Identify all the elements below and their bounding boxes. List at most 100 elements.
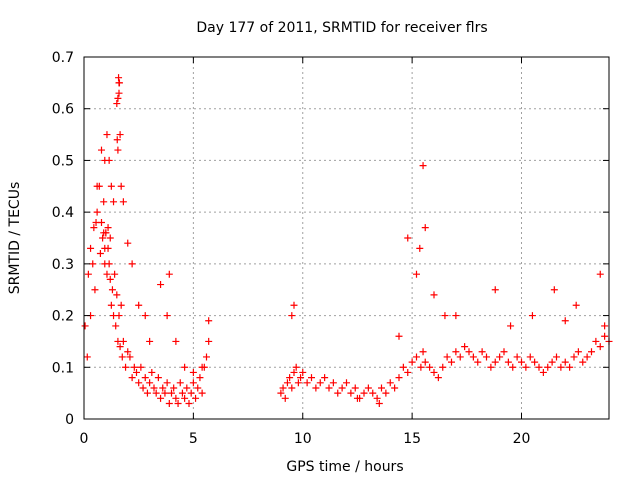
data-point <box>141 374 149 382</box>
plot-frame <box>83 56 610 420</box>
data-point <box>146 379 154 387</box>
data-point <box>96 250 104 258</box>
data-point <box>83 353 91 361</box>
data-point <box>561 317 569 325</box>
data-point <box>588 348 595 356</box>
y-tick-label: 0.7 <box>52 50 74 66</box>
data-point <box>434 374 442 382</box>
data-point <box>375 399 383 407</box>
data-point <box>163 312 171 320</box>
data-point <box>114 94 122 102</box>
data-point <box>89 260 97 268</box>
data-point <box>100 198 108 206</box>
data-point <box>198 389 206 397</box>
data-point <box>378 384 385 392</box>
data-point <box>430 291 438 299</box>
data-point <box>312 384 320 392</box>
data-point <box>297 374 305 382</box>
data-point <box>198 363 206 371</box>
data-point <box>419 348 427 356</box>
data-point <box>441 312 449 320</box>
data-point <box>448 358 455 366</box>
data-point <box>103 131 111 139</box>
data-point <box>308 374 315 382</box>
data-point <box>553 353 560 361</box>
data-point <box>592 337 600 345</box>
data-point <box>119 198 127 206</box>
data-point <box>165 399 173 407</box>
data-point <box>98 218 105 226</box>
data-point <box>491 286 499 294</box>
data-point <box>373 394 381 402</box>
y-tick-label: 0.6 <box>52 102 74 118</box>
data-point <box>187 389 195 397</box>
data-point <box>110 198 118 206</box>
data-point <box>113 136 121 144</box>
data-point <box>91 286 99 294</box>
data-point <box>181 394 189 402</box>
data-point <box>106 275 114 283</box>
data-point <box>343 379 350 387</box>
data-point <box>113 100 121 108</box>
data-point <box>181 363 189 371</box>
data-point <box>487 363 495 371</box>
data-point <box>281 394 289 402</box>
data-point <box>557 363 565 371</box>
data-point <box>103 270 111 278</box>
data-point <box>491 358 499 366</box>
data-point <box>474 358 482 366</box>
data-point <box>174 399 182 407</box>
data-point <box>172 337 180 345</box>
data-point <box>416 244 424 252</box>
data-point <box>115 312 123 320</box>
data-point <box>391 384 399 392</box>
data-point <box>93 182 101 190</box>
data-point <box>277 389 285 397</box>
data-point <box>113 291 121 299</box>
data-point <box>122 363 130 371</box>
data-point <box>139 384 147 392</box>
grid-lines <box>84 57 609 419</box>
data-point <box>325 384 333 392</box>
data-point <box>114 146 122 154</box>
data-point <box>566 363 574 371</box>
data-point <box>531 358 539 366</box>
data-point <box>386 379 394 387</box>
data-point <box>596 343 604 351</box>
data-point <box>369 389 377 397</box>
data-point <box>360 389 368 397</box>
data-point <box>135 379 143 387</box>
data-point <box>126 353 134 361</box>
data-point <box>338 384 346 392</box>
data-point <box>101 244 109 252</box>
data-point <box>178 389 186 397</box>
data-point <box>561 358 569 366</box>
data-point <box>124 348 132 356</box>
data-point <box>456 353 464 361</box>
data-point <box>461 343 469 351</box>
data-points <box>81 74 613 407</box>
data-point <box>469 353 477 361</box>
data-point <box>579 358 587 366</box>
y-axis-label: SRMTID / TECUs <box>7 182 23 295</box>
data-point <box>133 368 140 376</box>
data-point <box>539 368 547 376</box>
data-point <box>99 234 107 242</box>
data-point <box>119 337 127 345</box>
data-point <box>329 379 337 387</box>
data-point <box>452 312 460 320</box>
data-point <box>404 234 412 242</box>
data-point <box>135 301 143 309</box>
data-point <box>292 363 300 371</box>
data-point <box>316 379 324 387</box>
x-axis-label: GPS time / hours <box>286 459 403 475</box>
data-point <box>116 343 124 351</box>
data-point <box>192 394 200 402</box>
data-point <box>299 368 307 376</box>
data-point <box>382 389 390 397</box>
data-point <box>570 353 578 361</box>
data-point <box>522 363 530 371</box>
data-point <box>150 384 158 392</box>
data-point <box>417 363 425 371</box>
